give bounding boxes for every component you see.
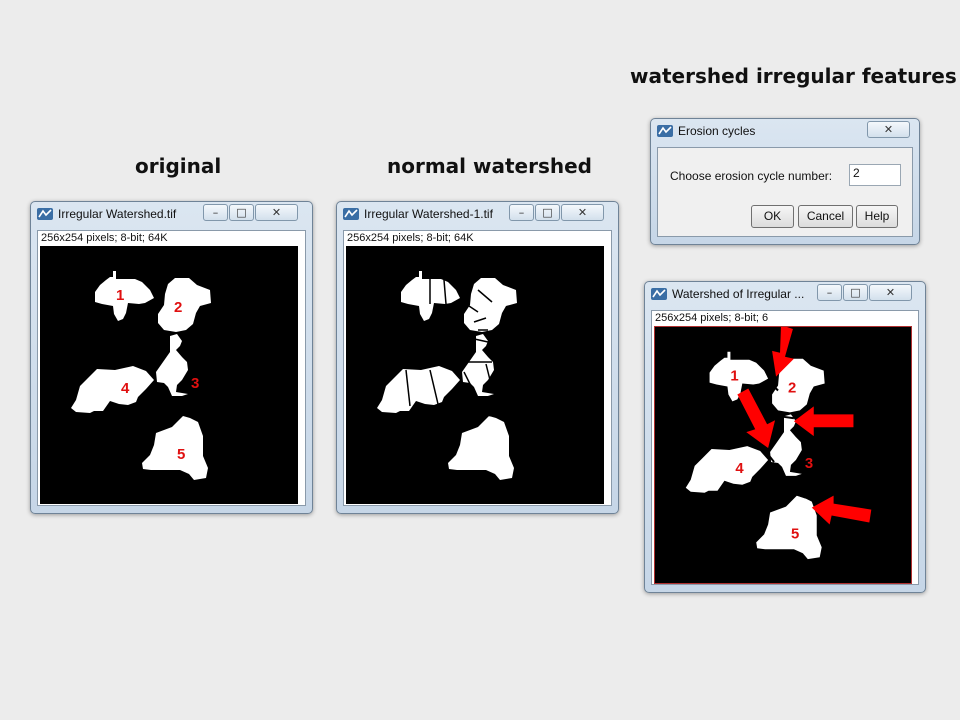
particle-label-2: 2 [788,380,796,396]
imagej-icon [657,125,673,137]
particle-label-3: 3 [191,375,199,392]
image-panel: 256x254 pixels; 8-bit; 64K 1 2 3 4 5 [37,230,306,506]
maximize-button[interactable]: □ [535,204,560,221]
title-bar[interactable]: Watershed of Irregular ... – □ ✕ [645,282,925,306]
arrow-diagonal [737,388,776,449]
arrow-down [772,327,794,377]
heading-normal-watershed: normal watershed [387,154,592,178]
image-info: 256x254 pixels; 8-bit; 64K [347,232,474,244]
help-button[interactable]: Help [856,205,898,228]
erosion-cycle-prompt: Choose erosion cycle number: [670,169,833,183]
dialog-title: Erosion cycles [678,124,756,138]
watershed-lines [405,278,507,417]
imagej-icon [651,288,667,300]
minimize-button[interactable]: – [817,284,842,301]
image-canvas[interactable] [346,246,604,504]
particle-label-5: 5 [791,526,799,542]
imagej-icon [37,208,53,220]
annotation-arrows [737,327,872,525]
arrow-left-lower [811,495,872,525]
particle-label-4: 4 [735,461,744,477]
title-bar[interactable]: Erosion cycles ✕ [651,119,919,143]
close-button[interactable]: ✕ [869,284,912,301]
minimize-button[interactable]: – [203,204,228,221]
dialog-body: Choose erosion cycle number: 2 OK Cancel… [657,147,913,237]
image-info: 256x254 pixels; 8-bit; 6 [655,312,769,324]
image-panel: 256x254 pixels; 8-bit; 6 1 2 3 4 5 [651,310,919,585]
normal-watershed-window[interactable]: Irregular Watershed-1.tif – □ ✕ 256x254 … [336,201,619,514]
image-canvas[interactable]: 1 2 3 4 5 [654,326,912,584]
particle-label-5: 5 [177,446,185,463]
particle-label-2: 2 [174,299,182,316]
minimize-button[interactable]: – [509,204,534,221]
image-info: 256x254 pixels; 8-bit; 64K [41,232,168,244]
imagej-icon [343,208,359,220]
cancel-button[interactable]: Cancel [798,205,853,228]
arrow-left-upper [793,406,854,437]
title-bar[interactable]: Irregular Watershed-1.tif – □ ✕ [337,202,618,226]
maximize-button[interactable]: □ [843,284,868,301]
original-image-window[interactable]: Irregular Watershed.tif – □ ✕ 256x254 pi… [30,201,313,514]
window-title: Irregular Watershed.tif [58,207,177,221]
window-title: Watershed of Irregular ... [672,287,805,301]
particle-label-1: 1 [116,287,124,304]
particle-label-4: 4 [121,380,130,397]
heading-original: original [135,154,222,178]
erosion-cycles-dialog[interactable]: Erosion cycles ✕ Choose erosion cycle nu… [650,118,920,245]
close-button[interactable]: ✕ [255,204,298,221]
image-canvas[interactable]: 1 2 3 4 5 [40,246,298,504]
separation-lines [765,381,807,499]
close-button[interactable]: ✕ [867,121,910,138]
heading-watershed-irregular: watershed irregular features [630,64,957,88]
particle-label-1: 1 [730,369,738,385]
particle-label-3: 3 [805,456,813,472]
image-panel: 256x254 pixels; 8-bit; 64K [343,230,612,506]
erosion-cycle-input[interactable]: 2 [849,164,901,186]
ok-button[interactable]: OK [751,205,794,228]
title-bar[interactable]: Irregular Watershed.tif – □ ✕ [31,202,312,226]
maximize-button[interactable]: □ [229,204,254,221]
irregular-watershed-window[interactable]: Watershed of Irregular ... – □ ✕ 256x254… [644,281,926,593]
window-title: Irregular Watershed-1.tif [364,207,493,221]
close-button[interactable]: ✕ [561,204,604,221]
